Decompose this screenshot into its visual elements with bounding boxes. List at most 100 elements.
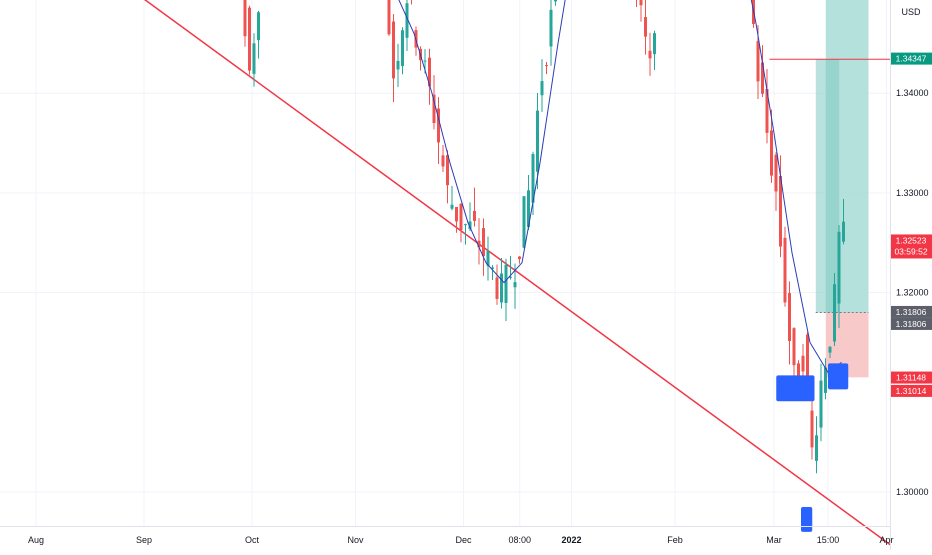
- candle: [464, 223, 467, 245]
- candle: [455, 206, 458, 233]
- candle-body: [792, 328, 796, 366]
- price-label-bg: [891, 371, 932, 384]
- countdown-text: 03:59:52: [894, 246, 927, 256]
- candle-body: [824, 367, 827, 393]
- price-label-bg: [891, 234, 932, 259]
- price-label: 1.31014: [891, 384, 932, 397]
- candle-body: [815, 435, 818, 461]
- price-label-bg: [891, 384, 932, 397]
- progress-zone: [815, 59, 840, 313]
- trendline-group[interactable]: [0, 0, 901, 553]
- candle: [833, 273, 836, 346]
- candle: [486, 236, 490, 281]
- candle-body: [396, 60, 400, 70]
- candle-body: [446, 155, 449, 186]
- currency-label[interactable]: USD: [901, 7, 921, 17]
- candle-body: [783, 237, 787, 303]
- x-tick-label: Aug: [28, 535, 44, 545]
- pattern-label-box: [828, 363, 849, 390]
- candle: [411, 0, 412, 5]
- x-tick-label: Dec: [455, 535, 472, 545]
- candle: [540, 59, 544, 112]
- candle-body: [437, 108, 440, 143]
- pattern-markers[interactable]: [776, 363, 849, 532]
- position-tool[interactable]: [815, 0, 869, 378]
- price-label: 1.31806: [891, 305, 932, 318]
- candle: [243, 0, 247, 47]
- candle: [248, 5, 251, 75]
- time-axis[interactable]: Aug Sep Oct Nov Dec 08:00 2022 Feb Mar 15:00 Apr: [28, 535, 894, 545]
- candle: [545, 61, 548, 75]
- candle: [639, 0, 643, 22]
- y-tick-label: 1.33000: [896, 188, 929, 198]
- candle: [522, 195, 526, 249]
- candle: [527, 175, 530, 231]
- candle-body: [392, 21, 395, 79]
- candle-body: [765, 88, 769, 133]
- candle-body: [653, 33, 656, 55]
- candle-body: [833, 284, 836, 342]
- x-tick-label: 2022: [561, 535, 581, 545]
- candle-body: [540, 81, 544, 96]
- candle-body: [531, 154, 535, 203]
- candle-body: [500, 273, 503, 303]
- candle: [477, 218, 481, 265]
- price-label-text: 1.31014: [896, 386, 927, 396]
- candle-body: [828, 346, 832, 353]
- candle-body: [837, 231, 841, 304]
- x-tick-label: Oct: [245, 535, 260, 545]
- candle-body: [401, 30, 404, 67]
- candles: [243, 0, 845, 474]
- candle-body: [527, 190, 530, 228]
- candle-body: [536, 110, 539, 172]
- candle-body: [464, 224, 467, 226]
- horizontal-levels[interactable]: [0, 0, 890, 60]
- candle-body: [504, 264, 508, 303]
- candle: [815, 416, 818, 474]
- candle-body: [522, 196, 526, 248]
- candle: [387, 0, 391, 36]
- price-label: 1.34347: [891, 52, 932, 65]
- candle: [392, 14, 395, 103]
- price-label: 1.31806: [891, 317, 932, 330]
- candle: [504, 258, 508, 321]
- candle-body: [482, 228, 485, 257]
- candle-body: [252, 43, 256, 74]
- candle-body: [774, 154, 778, 192]
- candle: [810, 397, 814, 460]
- candle-body: [842, 221, 845, 242]
- candle-body: [495, 277, 499, 299]
- moving-average-group: [398, 0, 842, 374]
- moving-average-line: [398, 0, 842, 374]
- y-tick-label: 1.30000: [896, 487, 929, 497]
- candle-body: [243, 0, 247, 37]
- price-label-bg: [891, 317, 932, 330]
- candle: [450, 185, 454, 211]
- candle-body: [513, 282, 517, 288]
- price-label-text: 1.31148: [896, 373, 926, 383]
- price-label-text: 1.31806: [896, 319, 927, 329]
- candle-body: [788, 293, 791, 342]
- candle: [554, 0, 557, 6]
- candle: [441, 144, 445, 173]
- candle-body: [455, 206, 458, 222]
- candle-body: [423, 60, 427, 62]
- candle: [549, 0, 553, 66]
- candle: [819, 363, 823, 442]
- x-tick-label: Apr: [879, 535, 893, 545]
- trendline: [143, 0, 901, 553]
- price-label-bg: [891, 52, 932, 65]
- candle: [653, 30, 656, 71]
- x-tick-label: Nov: [347, 535, 364, 545]
- candle: [837, 224, 841, 329]
- candle-body: [248, 7, 251, 71]
- candle-body: [450, 204, 454, 209]
- price-labels: 1.360571.360321.343471.3252303:59:521.31…: [891, 52, 932, 397]
- x-tick-label: 15:00: [817, 535, 840, 545]
- candle-body: [806, 334, 809, 393]
- candle-body: [779, 175, 782, 247]
